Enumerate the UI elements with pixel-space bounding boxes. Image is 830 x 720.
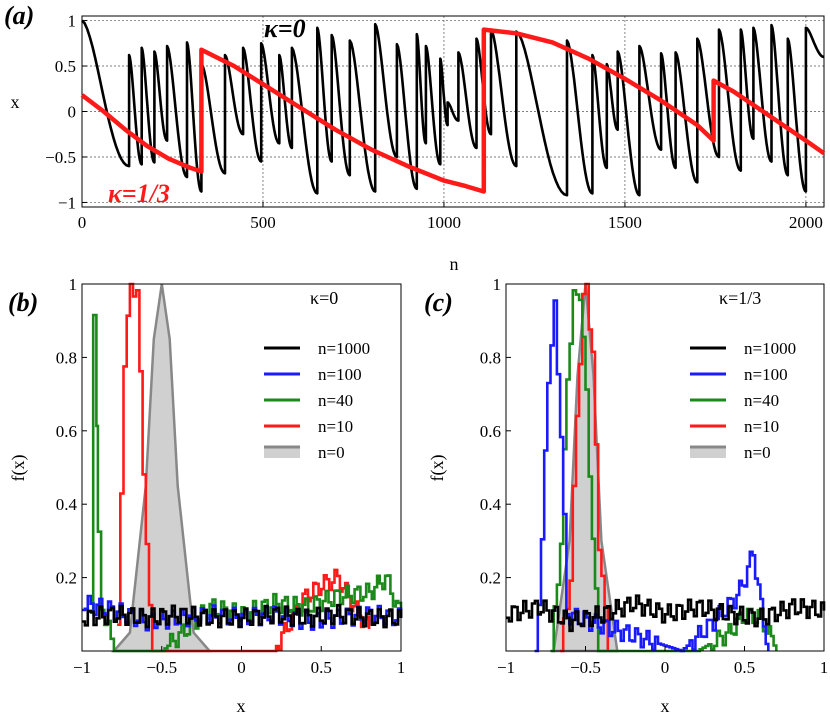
ytick-label: 0.2: [480, 569, 501, 588]
panel-a-ytick-label: −1: [58, 193, 76, 212]
xtick-label: −1: [497, 658, 515, 677]
panel-c: (c) f(x) x κ=1/3 −1 −0.5 0 0.5 1 1 0.8 0.6 0.4 0.…: [424, 275, 828, 716]
panel-b: (b) f(x) x κ=0 −1 −0.5 0 0.5 1 1 0.8 0.6 0.4 0.2 n…: [8, 275, 405, 716]
series-kappa-1-3-line: [80, 27, 826, 194]
ytick-label: 0.2: [56, 569, 77, 588]
legend-label-n10: n=10: [744, 417, 779, 436]
xtick-label: 0.5: [311, 658, 332, 677]
panel-a-ytick-label: 1: [68, 12, 77, 31]
panel-c-legend-title: κ=1/3: [719, 288, 761, 308]
xtick-label: −0.5: [570, 658, 601, 677]
panel-b-xlabel: x: [237, 696, 246, 716]
legend-label-n1000: n=1000: [318, 339, 370, 358]
panel-a-ytick-label: 0.5: [55, 57, 76, 76]
ytick-label: 0.4: [480, 495, 502, 514]
panel-a-xtick-label: 1500: [608, 213, 642, 232]
legend-label-n0: n=0: [744, 443, 771, 462]
panel-a-xlabel: n: [450, 254, 459, 274]
panel-a-ytick-label: −0.5: [45, 148, 76, 167]
panel-b-label: (b): [8, 288, 38, 317]
kappa-1-3-annotation: κ=1/3: [108, 179, 170, 208]
xtick-label: 1: [397, 658, 406, 677]
ytick-label: 1: [69, 275, 78, 294]
legend-label-n10: n=10: [318, 417, 353, 436]
panel-c-xlabel: x: [661, 696, 670, 716]
xtick-label: 0.5: [734, 658, 755, 677]
xtick-label: −0.5: [146, 658, 177, 677]
panel-a-xtick-label: 0: [78, 213, 87, 232]
panel-c-ylabel: f(x): [427, 455, 448, 482]
panel-a-xtick-label: 500: [250, 213, 276, 232]
legend-label-n40: n=40: [744, 391, 779, 410]
legend-label-n100: n=100: [318, 365, 362, 384]
ytick-label: 0.4: [56, 495, 78, 514]
panel-a: (a) x n 0 500 1000 1500 2000 1 0.5 0 −0.5 −1 κ=0 κ=…: [4, 1, 826, 274]
legend-label-n40: n=40: [318, 391, 353, 410]
ytick-label: 0.6: [56, 422, 77, 441]
ytick-label: 1: [493, 275, 502, 294]
legend-swatch-n0: [264, 447, 300, 458]
ytick-label: 0.8: [480, 348, 501, 367]
panel-b-legend-title: κ=0: [310, 288, 338, 308]
series-n1000-step: [506, 594, 826, 633]
xtick-label: 1: [820, 658, 829, 677]
series-kappa-0-line: [81, 19, 825, 197]
panel-a-xtick-label: 2000: [789, 213, 823, 232]
xtick-label: 0: [661, 658, 670, 677]
ytick-label: 0.8: [56, 348, 77, 367]
panel-a-label: (a): [4, 1, 34, 30]
legend-swatch-n0: [690, 447, 726, 458]
legend-label-n1000: n=1000: [744, 339, 796, 358]
legend-label-n0: n=0: [318, 443, 345, 462]
series-n10-step: [560, 282, 610, 653]
legend-label-n100: n=100: [744, 365, 788, 384]
panel-a-xtick-label: 1000: [427, 213, 461, 232]
series-n1000-step: [82, 603, 403, 629]
panel-b-ylabel: f(x): [8, 455, 29, 482]
xtick-label: −1: [73, 658, 91, 677]
ytick-label: 0.6: [480, 422, 501, 441]
panel-c-label: (c): [424, 288, 453, 317]
kappa-0-annotation: κ=0: [264, 14, 306, 43]
series-n0-area: [111, 283, 213, 653]
series-n100-step: [534, 299, 770, 653]
xtick-label: 0: [237, 658, 246, 677]
panel-a-ylabel: x: [11, 92, 20, 112]
panel-a-ytick-label: 0: [68, 103, 77, 122]
